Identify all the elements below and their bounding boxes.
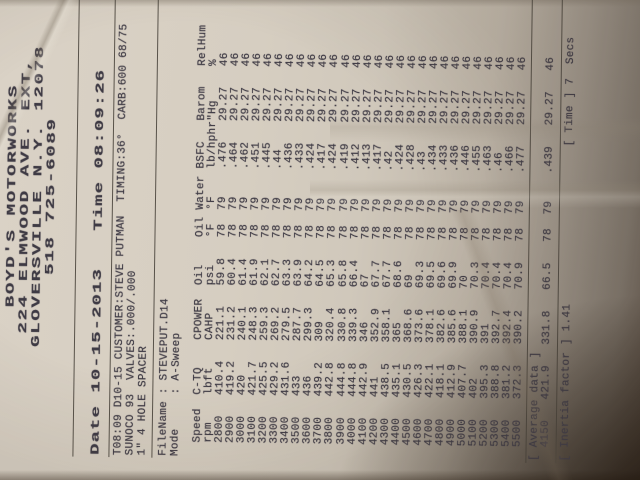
- spacer-line: 1" 4 HOLE SPACER: [136, 345, 150, 456]
- divider: [72, 0, 82, 457]
- inertia-time-line: [ Inertia factor ] 1.41 [ Time ] 7 Secs: [559, 36, 578, 462]
- average-data-row: 4150 421.9 331.8 66.5 78 79 .439 29.27 4…: [539, 56, 558, 462]
- table-rows: 2800 410.4 221.1 59.8 78 79 .476 29.27 4…: [214, 52, 530, 460]
- date-time-line: Date 10-15-2013 Time 08:09:26: [89, 68, 108, 455]
- mode-line: Mode : A-Sweep: [169, 332, 184, 457]
